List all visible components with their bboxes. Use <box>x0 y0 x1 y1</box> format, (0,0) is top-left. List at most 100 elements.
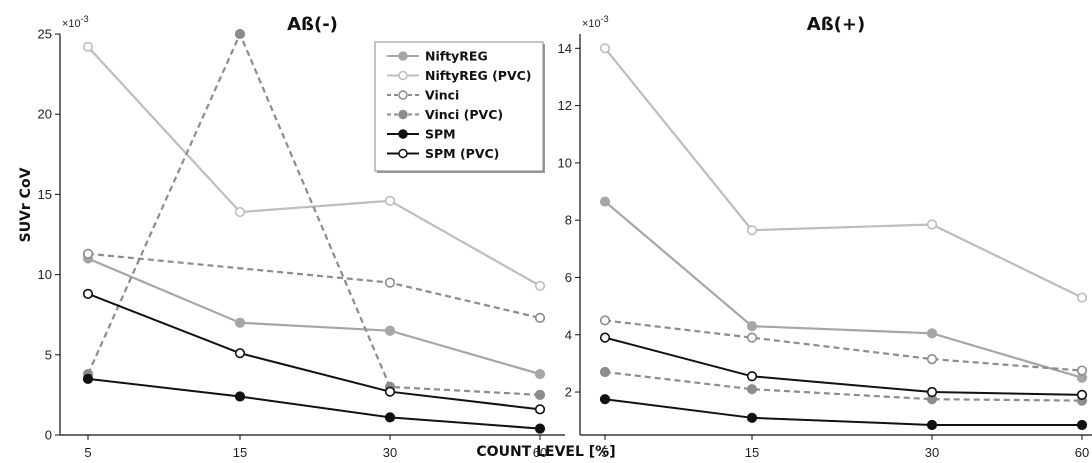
point-spm-pvc <box>926 386 938 398</box>
series-line-vinci-pvc <box>86 31 541 396</box>
point-spm <box>82 373 94 384</box>
point-spm-pvc <box>534 404 546 415</box>
point-vinci-pvc <box>534 389 546 401</box>
series-spm <box>82 373 546 434</box>
point-niftyreg-pvc <box>926 219 938 230</box>
series-line-spm-pvc <box>87 292 541 411</box>
y-tick-label: 8 <box>565 213 572 228</box>
series-line-niftyreg <box>604 200 1083 379</box>
point-vinci-pvc <box>746 384 758 395</box>
point-spm-pvc <box>746 371 758 382</box>
series-vinci <box>82 248 546 324</box>
point-niftyreg-pvc <box>534 280 546 291</box>
legend-entry-vinci-pvc: Vinci (PVC) <box>387 107 503 122</box>
point-niftyreg-pvc <box>234 206 246 218</box>
legend-label: SPM <box>425 127 456 142</box>
legend-swatch-marker <box>398 70 408 81</box>
point-niftyreg <box>746 321 758 332</box>
series-line-spm <box>87 377 541 430</box>
y-tick-label: 15 <box>38 187 52 202</box>
point-vinci <box>534 312 546 324</box>
series-line-spm <box>604 398 1082 426</box>
legend-swatch-marker <box>398 129 408 139</box>
point-niftyreg-pvc <box>1076 292 1088 303</box>
point-spm-pvc <box>1076 389 1088 401</box>
point-spm <box>234 391 246 402</box>
point-spm <box>746 412 758 423</box>
x-axis-label: COUNT LEVEL [%] <box>476 444 615 460</box>
legend-swatch-marker <box>398 148 408 159</box>
series-line-spm-pvc <box>604 336 1083 396</box>
point-spm <box>926 419 938 431</box>
point-niftyreg <box>534 368 546 380</box>
point-niftyreg <box>234 317 246 328</box>
series-spm <box>599 394 1088 431</box>
legend-label: Vinci (PVC) <box>425 107 503 122</box>
y-tick-label: 2 <box>565 385 572 400</box>
point-spm <box>384 412 396 423</box>
y-tick-label: 12 <box>558 98 572 113</box>
x-tick-label: 15 <box>745 445 759 460</box>
x-tick-label: 60 <box>533 445 547 460</box>
x-tick-label: 30 <box>925 445 939 460</box>
y-tick-label: 10 <box>558 155 572 170</box>
point-vinci <box>599 315 611 326</box>
point-niftyreg <box>384 325 396 336</box>
y-multiplier-label: ×10-3 <box>582 14 609 30</box>
legend-label: NiftyREG <box>425 49 488 64</box>
legend: NiftyREG NiftyREG (PVC) Vinci Vinci (PVC) SP… <box>374 41 545 173</box>
legend-label: Vinci <box>425 88 459 103</box>
point-vinci-pvc <box>234 28 246 40</box>
point-spm <box>534 423 546 434</box>
legend-swatch-marker <box>398 90 408 100</box>
x-tick-label: 5 <box>601 445 608 460</box>
y-tick-label: 25 <box>38 27 52 42</box>
y-tick-label: 14 <box>558 41 572 56</box>
x-tick-label: 30 <box>383 445 397 460</box>
legend-swatch-marker <box>398 109 408 120</box>
y-tick-label: 0 <box>45 428 52 443</box>
point-niftyreg-pvc <box>599 43 611 54</box>
legend-entry-niftyreg: NiftyREG <box>387 49 488 64</box>
point-niftyreg-pvc <box>384 195 396 206</box>
point-spm-pvc <box>234 348 246 359</box>
y-tick-label: 10 <box>38 267 52 282</box>
point-spm <box>599 394 611 405</box>
series-vinci-pvc <box>599 366 1088 406</box>
legend-entry-spm-pvc: SPM (PVC) <box>387 146 499 161</box>
x-tick-label: 60 <box>1075 445 1089 460</box>
y-tick-label: 4 <box>565 327 572 342</box>
point-niftyreg-pvc <box>746 225 758 236</box>
point-spm-pvc <box>599 332 611 343</box>
series-line-vinci-pvc <box>604 370 1083 402</box>
series-line-vinci <box>87 252 541 319</box>
series-line-niftyreg-pvc <box>604 47 1083 299</box>
series-line-niftyreg-pvc <box>87 46 541 287</box>
point-niftyreg <box>926 328 938 339</box>
legend-entry-vinci: Vinci <box>387 88 459 103</box>
point-niftyreg <box>599 196 611 207</box>
y-tick-label: 5 <box>45 347 52 362</box>
series-line-vinci <box>604 319 1083 372</box>
point-spm-pvc <box>384 386 396 397</box>
point-vinci <box>82 248 94 259</box>
chart-title: Aß(-) <box>287 14 338 35</box>
series-niftyreg-pvc <box>82 41 546 291</box>
panel-abeta-positive: 2 4 6 8 10 12 14 5 15 30 60 ×10-3 Aß(+) <box>558 14 1092 460</box>
legend-label: SPM (PVC) <box>425 146 499 161</box>
point-spm-pvc <box>82 288 94 299</box>
x-tick-label: 5 <box>84 445 91 460</box>
series-niftyreg <box>82 253 546 380</box>
y-tick-label: 6 <box>565 270 572 285</box>
point-vinci <box>384 277 396 288</box>
chart-title: Aß(+) <box>807 14 865 35</box>
point-vinci <box>926 353 938 365</box>
series-spm-pvc <box>599 332 1088 401</box>
series-niftyreg <box>599 196 1088 383</box>
point-vinci <box>746 332 758 343</box>
legend-swatch-marker <box>398 51 408 61</box>
y-multiplier-label: ×10-3 <box>62 14 89 30</box>
series-niftyreg-pvc <box>599 43 1088 303</box>
legend-entry-spm: SPM <box>387 127 456 142</box>
legend-label: NiftyREG (PVC) <box>425 68 532 83</box>
